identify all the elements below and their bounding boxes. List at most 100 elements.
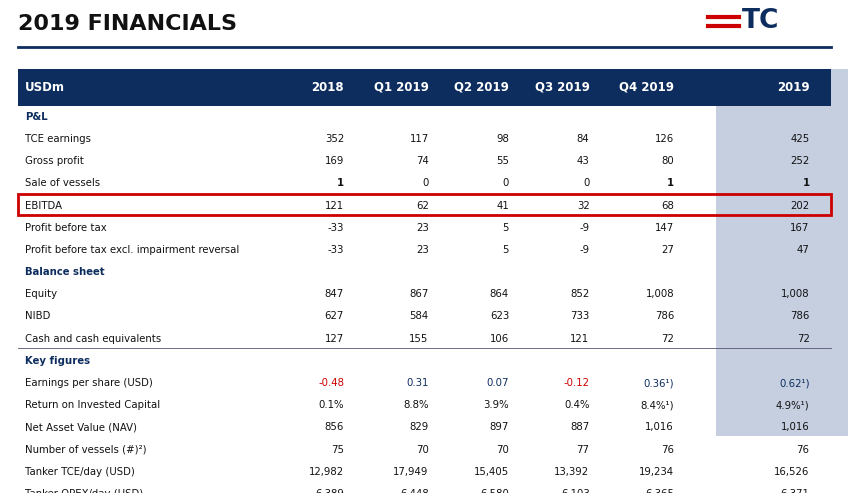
- Text: 1,016: 1,016: [645, 423, 674, 432]
- Text: 19,234: 19,234: [639, 467, 674, 477]
- Text: 856: 856: [324, 423, 344, 432]
- Text: 0.36¹): 0.36¹): [644, 378, 674, 388]
- Text: 623: 623: [490, 312, 509, 321]
- Text: 864: 864: [490, 289, 509, 299]
- Text: 70: 70: [497, 445, 509, 455]
- Text: 867: 867: [409, 289, 429, 299]
- Text: 0: 0: [583, 178, 589, 188]
- Text: 127: 127: [325, 334, 344, 344]
- Text: Balance sheet: Balance sheet: [25, 267, 104, 277]
- Text: 1: 1: [667, 178, 674, 188]
- Text: 6,371: 6,371: [781, 489, 810, 493]
- Text: 84: 84: [576, 134, 589, 144]
- Text: Q3 2019: Q3 2019: [535, 81, 589, 94]
- Text: 126: 126: [655, 134, 674, 144]
- Text: 6,389: 6,389: [315, 489, 344, 493]
- Text: 1: 1: [337, 178, 344, 188]
- Text: 15,405: 15,405: [474, 467, 509, 477]
- Text: 0: 0: [503, 178, 509, 188]
- Text: NIBD: NIBD: [25, 312, 50, 321]
- Text: 12,982: 12,982: [309, 467, 344, 477]
- Text: 47: 47: [796, 245, 810, 255]
- Text: 1,008: 1,008: [645, 289, 674, 299]
- Text: 6,365: 6,365: [645, 489, 674, 493]
- Text: 106: 106: [490, 334, 509, 344]
- Bar: [717, 69, 847, 493]
- Text: 68: 68: [661, 201, 674, 211]
- Text: 5: 5: [503, 245, 509, 255]
- Text: Profit before tax excl. impairment reversal: Profit before tax excl. impairment rever…: [25, 245, 239, 255]
- Text: 829: 829: [409, 423, 429, 432]
- Text: 627: 627: [324, 312, 344, 321]
- Text: 75: 75: [331, 445, 344, 455]
- Text: 352: 352: [325, 134, 344, 144]
- Text: Number of vessels (#)²): Number of vessels (#)²): [25, 445, 147, 455]
- Text: 887: 887: [571, 423, 589, 432]
- Text: 2019 FINANCIALS: 2019 FINANCIALS: [19, 14, 238, 35]
- Text: 4.9%¹): 4.9%¹): [776, 400, 810, 410]
- Text: Q4 2019: Q4 2019: [619, 81, 674, 94]
- Text: 1: 1: [802, 178, 810, 188]
- Text: -9: -9: [579, 223, 589, 233]
- Text: Sale of vessels: Sale of vessels: [25, 178, 100, 188]
- Text: 852: 852: [571, 289, 589, 299]
- Text: 23: 23: [416, 223, 429, 233]
- Text: 0.31: 0.31: [407, 378, 429, 388]
- Text: 23: 23: [416, 245, 429, 255]
- Text: Return on Invested Capital: Return on Invested Capital: [25, 400, 160, 410]
- Text: Q1 2019: Q1 2019: [374, 81, 429, 94]
- Text: 16,526: 16,526: [774, 467, 810, 477]
- Text: 117: 117: [409, 134, 429, 144]
- Text: EBITDA: EBITDA: [25, 201, 62, 211]
- Text: 32: 32: [576, 201, 589, 211]
- Text: 72: 72: [661, 334, 674, 344]
- Text: 76: 76: [796, 445, 810, 455]
- Text: USDm: USDm: [25, 81, 65, 94]
- Text: 0.1%: 0.1%: [318, 400, 344, 410]
- Text: 8.8%: 8.8%: [403, 400, 429, 410]
- Text: 202: 202: [790, 201, 810, 211]
- Text: Tanker TCE/day (USD): Tanker TCE/day (USD): [25, 467, 135, 477]
- Text: 6,580: 6,580: [481, 489, 509, 493]
- Text: 74: 74: [416, 156, 429, 166]
- Text: 27: 27: [661, 245, 674, 255]
- Text: 733: 733: [571, 312, 589, 321]
- Text: 121: 121: [571, 334, 589, 344]
- Text: Key figures: Key figures: [25, 356, 90, 366]
- Text: 0.4%: 0.4%: [564, 400, 589, 410]
- Text: 2018: 2018: [312, 81, 344, 94]
- Text: 147: 147: [655, 223, 674, 233]
- Text: 121: 121: [325, 201, 344, 211]
- Text: 80: 80: [661, 156, 674, 166]
- Text: 0: 0: [422, 178, 429, 188]
- Text: TCE earnings: TCE earnings: [25, 134, 91, 144]
- Text: 3.9%: 3.9%: [483, 400, 509, 410]
- Text: Q2 2019: Q2 2019: [454, 81, 509, 94]
- Text: 62: 62: [416, 201, 429, 211]
- Text: -0.12: -0.12: [564, 378, 589, 388]
- Text: Net Asset Value (NAV): Net Asset Value (NAV): [25, 423, 137, 432]
- Text: Cash and cash equivalents: Cash and cash equivalents: [25, 334, 161, 344]
- Text: -33: -33: [328, 245, 344, 255]
- Text: 847: 847: [325, 289, 344, 299]
- Text: 786: 786: [655, 312, 674, 321]
- Text: 786: 786: [790, 312, 810, 321]
- Text: Tanker OPEX/day (USD): Tanker OPEX/day (USD): [25, 489, 143, 493]
- Text: 0.62¹): 0.62¹): [779, 378, 810, 388]
- Text: P&L: P&L: [25, 112, 48, 122]
- Text: 1,008: 1,008: [781, 289, 810, 299]
- Text: 43: 43: [576, 156, 589, 166]
- Text: 98: 98: [497, 134, 509, 144]
- Text: 584: 584: [409, 312, 429, 321]
- Text: Earnings per share (USD): Earnings per share (USD): [25, 378, 153, 388]
- Text: 2019: 2019: [777, 81, 810, 94]
- Text: 897: 897: [490, 423, 509, 432]
- Text: 77: 77: [576, 445, 589, 455]
- Text: 72: 72: [796, 334, 810, 344]
- Bar: [19, 195, 830, 215]
- Bar: [19, 69, 830, 106]
- Text: 6,103: 6,103: [560, 489, 589, 493]
- Text: 13,392: 13,392: [554, 467, 589, 477]
- Text: 6,448: 6,448: [400, 489, 429, 493]
- Text: 167: 167: [790, 223, 810, 233]
